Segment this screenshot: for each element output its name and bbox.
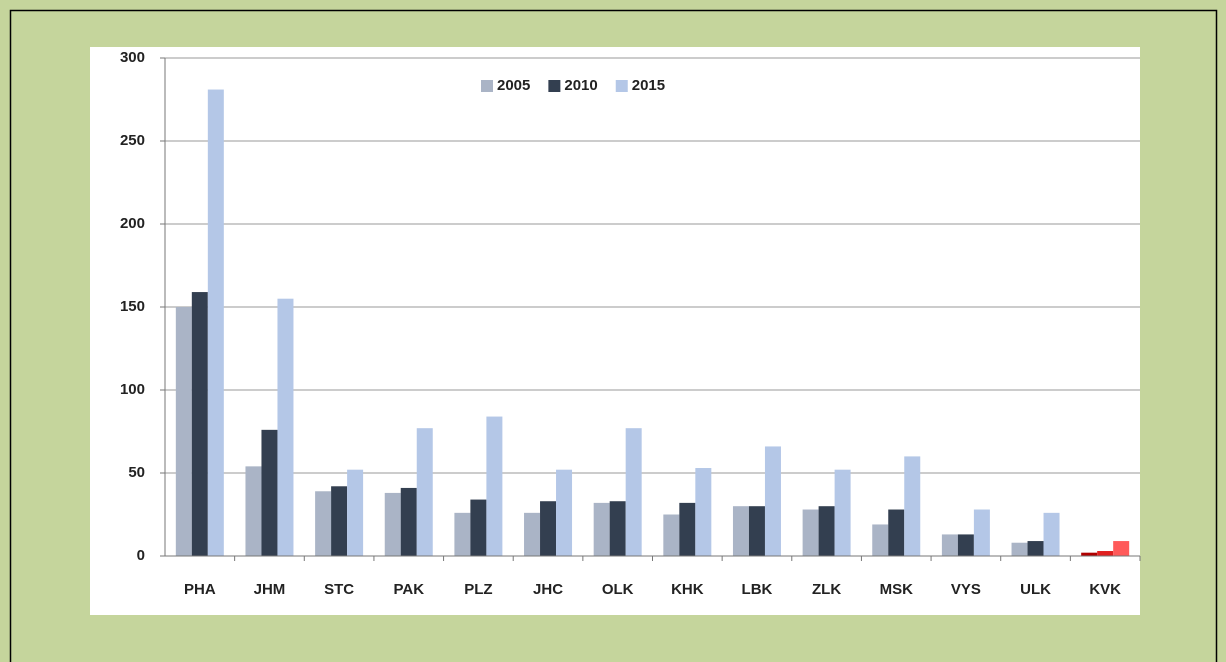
legend-label: 2015 xyxy=(632,77,665,94)
x-tick-label: OLK xyxy=(602,581,634,598)
x-tick-label: MSK xyxy=(880,581,914,598)
x-tick-label: PHA xyxy=(184,581,216,598)
bar xyxy=(245,466,262,556)
bar xyxy=(695,468,712,556)
bar xyxy=(416,428,433,556)
x-tick-label: VYS xyxy=(951,581,981,598)
bar xyxy=(400,487,417,556)
x-tick-label: JHC xyxy=(533,581,563,598)
bar xyxy=(609,501,626,556)
bar xyxy=(802,509,819,556)
bar xyxy=(593,502,610,556)
y-tick-label: 200 xyxy=(120,215,145,232)
bar xyxy=(625,428,642,556)
y-tick-label: 300 xyxy=(120,49,145,66)
y-tick-label: 100 xyxy=(120,381,145,398)
bar xyxy=(732,506,749,556)
bar xyxy=(524,512,541,556)
bar xyxy=(818,506,835,556)
bar xyxy=(1027,541,1044,556)
y-tick-label: 0 xyxy=(137,547,145,564)
bar xyxy=(315,491,332,556)
y-tick-label: 250 xyxy=(120,132,145,149)
bar xyxy=(888,509,905,556)
bar xyxy=(540,501,557,556)
bar xyxy=(748,506,765,556)
bar xyxy=(175,307,192,556)
x-tick-label: KVK xyxy=(1089,581,1121,598)
bar xyxy=(261,429,278,556)
bar xyxy=(957,534,974,556)
x-tick-label: ZLK xyxy=(812,581,841,598)
bar xyxy=(556,469,573,556)
y-tick-label: 50 xyxy=(128,464,145,481)
bar xyxy=(1081,552,1098,556)
bar xyxy=(872,524,889,556)
bar xyxy=(277,298,294,556)
bar xyxy=(679,502,696,556)
legend-swatch xyxy=(481,80,493,92)
bar xyxy=(973,509,990,556)
bar xyxy=(1011,542,1028,556)
legend-swatch xyxy=(615,80,628,92)
bar xyxy=(904,456,921,556)
bar xyxy=(384,492,401,556)
bar xyxy=(454,512,471,556)
x-tick-label: PAK xyxy=(393,581,424,598)
legend-label: 2005 xyxy=(497,77,530,94)
legend-label: 2010 xyxy=(564,77,597,94)
x-tick-label: ULK xyxy=(1020,581,1051,598)
bar xyxy=(331,486,348,556)
y-tick-label: 150 xyxy=(120,298,145,315)
bar xyxy=(486,416,503,556)
bar xyxy=(1043,512,1060,556)
x-tick-label: PLZ xyxy=(464,581,492,598)
legend-swatch xyxy=(548,80,561,92)
bar xyxy=(191,292,208,556)
bar xyxy=(834,469,851,556)
bar xyxy=(207,89,224,556)
bar xyxy=(764,446,781,556)
bar xyxy=(663,514,680,556)
bar xyxy=(1097,551,1114,556)
x-tick-label: JHM xyxy=(254,581,286,598)
bar xyxy=(941,534,958,556)
bar xyxy=(1113,541,1130,556)
bar xyxy=(470,499,487,556)
frame xyxy=(9,9,1218,662)
x-tick-label: LBK xyxy=(742,581,773,598)
bar xyxy=(347,469,364,556)
x-tick-label: KHK xyxy=(671,581,704,598)
x-tick-label: STC xyxy=(324,581,354,598)
